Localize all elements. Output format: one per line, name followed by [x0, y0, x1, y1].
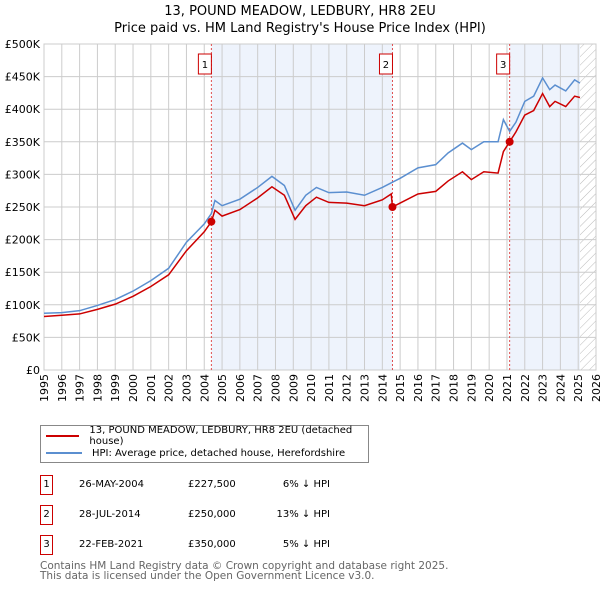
x-tick-label: 2002	[163, 374, 176, 402]
sale-date: 28-JUL-2014	[79, 509, 141, 520]
sale-hpi-delta: 6% ↓ HPI	[282, 479, 330, 490]
y-tick-label: £100K	[5, 299, 41, 312]
x-tick-label: 2012	[341, 374, 354, 402]
x-tick-label: 2006	[234, 374, 247, 402]
footer: Contains HM Land Registry data © Crown c…	[40, 560, 449, 582]
sale-hpi-delta: 5% ↓ HPI	[282, 539, 330, 550]
x-tick-label: 2010	[305, 374, 318, 402]
sale-number: 1	[40, 475, 53, 495]
sale-price: £227,500	[188, 479, 236, 490]
sale-point	[388, 203, 397, 211]
x-tick-label: 2007	[252, 374, 265, 402]
x-tick-label: 2000	[127, 374, 140, 402]
x-tick-label: 2024	[554, 374, 567, 402]
x-tick-label: 2021	[501, 374, 514, 402]
x-tick-label: 2026	[590, 374, 600, 402]
plot-area: 1995 1996 1997 1998 1999 2000 2001 2002 2003 2004…	[5, 38, 600, 402]
legend-red-swatch	[46, 435, 80, 437]
legend-label-property: 13, POUND MEADOW, LEDBURY, HR8 2EU (deta…	[89, 425, 353, 447]
y-tick-label: £150K	[5, 266, 41, 279]
x-tick-label: 2005	[216, 374, 229, 402]
sale-marker-label: 3	[500, 60, 506, 71]
chart-title: 13, POUND MEADOW, LEDBURY, HR8 2EU	[164, 4, 436, 19]
x-tick-label: 1999	[109, 374, 122, 402]
legend-label-hpi: HPI: Average price, detached house, Here…	[92, 447, 346, 459]
x-tick-label: 2011	[323, 374, 336, 402]
x-tick-label: 2018	[448, 374, 461, 402]
y-tick-label: £300K	[5, 168, 41, 181]
x-tick-label: 2015	[394, 374, 407, 402]
x-tick-label: 2001	[145, 374, 158, 402]
sale-date: 26-MAY-2004	[79, 479, 145, 490]
sale-point	[207, 217, 216, 226]
legend: 13, POUND MEADOW, LEDBURY, HR8 2EU (deta…	[40, 425, 369, 463]
x-tick-label: 2025	[572, 374, 585, 402]
sale-point	[505, 137, 514, 146]
x-tick-label: 2016	[412, 374, 425, 402]
sale-marker-box	[197, 53, 212, 75]
x-tick-label: 2023	[537, 374, 550, 402]
y-tick-label: £350K	[5, 136, 41, 149]
x-tick-label: 2003	[180, 374, 193, 402]
x-tick-label: 2019	[465, 374, 478, 402]
sale-price: £350,000	[188, 539, 236, 550]
sale-date: 22-FEB-2021	[79, 539, 144, 550]
x-tick-label: 1997	[74, 374, 87, 402]
plot-border	[43, 43, 597, 371]
property-price-line	[43, 91, 581, 318]
y-tick-label: £50K	[12, 331, 41, 344]
sale-number: 2	[40, 505, 53, 525]
sale-marker-box	[378, 53, 393, 75]
x-tick-label: 2013	[359, 374, 372, 402]
sale-number: 3	[40, 535, 53, 555]
y-tick-label: £400K	[5, 103, 41, 116]
footer-line-2: This data is licensed under the Open Gov…	[40, 570, 375, 582]
sale-price: £250,000	[188, 509, 236, 520]
legend-blue-swatch	[46, 452, 82, 454]
x-tick-label: 2014	[376, 374, 389, 402]
y-tick-label: £250K	[5, 201, 41, 214]
footer-line-1: Contains HM Land Registry data © Crown c…	[40, 560, 449, 572]
y-tick-label: £0	[26, 364, 40, 377]
sale-marker-label: 1	[202, 60, 208, 71]
y-tick-label: £450K	[5, 71, 41, 84]
y-tick-label: £200K	[5, 234, 41, 247]
x-tick-label: 2022	[519, 374, 532, 402]
x-tick-label: 1996	[56, 374, 69, 402]
sale-hpi-delta: 13% ↓ HPI	[276, 509, 330, 520]
x-tick-label: 2008	[269, 374, 282, 402]
x-tick-label: 2004	[198, 374, 211, 402]
chart-subtitle: Price paid vs. HM Land Registry's House …	[114, 21, 486, 36]
y-tick-label: £500K	[5, 38, 41, 51]
x-tick-label: 1998	[91, 374, 104, 402]
sale-marker-box	[496, 53, 511, 75]
x-tick-label: 2020	[483, 374, 496, 402]
hpi-line	[43, 76, 581, 315]
sale-marker-label: 2	[383, 60, 389, 71]
x-tick-label: 1995	[38, 374, 51, 402]
x-tick-label: 2009	[287, 374, 300, 402]
x-tick-label: 2017	[430, 374, 443, 402]
